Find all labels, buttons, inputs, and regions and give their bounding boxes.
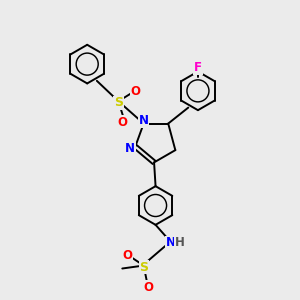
Text: N: N (165, 236, 176, 249)
Text: N: N (125, 142, 135, 154)
Text: O: O (143, 281, 153, 294)
Text: S: S (114, 96, 123, 109)
Text: O: O (118, 116, 128, 129)
Text: S: S (139, 260, 148, 274)
Text: O: O (123, 249, 133, 262)
Text: H: H (175, 236, 185, 249)
Text: F: F (194, 61, 202, 74)
Text: O: O (130, 85, 140, 98)
Text: N: N (139, 114, 149, 127)
